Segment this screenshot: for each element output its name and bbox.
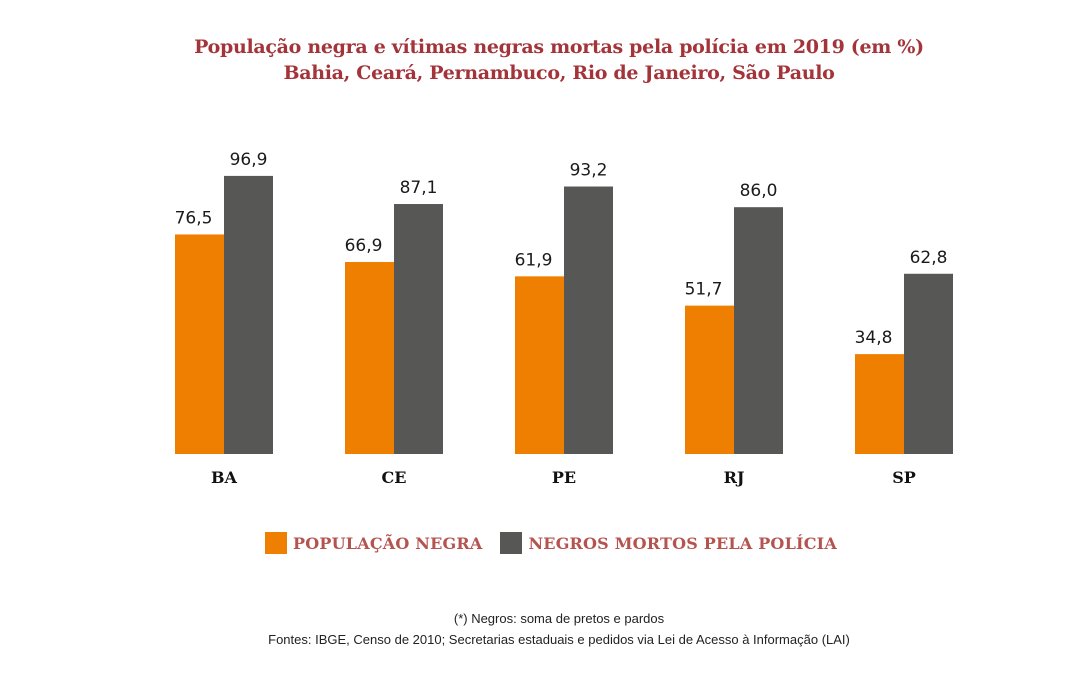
- data-label: 66,9: [345, 236, 383, 256]
- legend-label: NEGROS MORTOS PELA POLÍCIA: [528, 533, 837, 553]
- chart-title: População negra e vítimas negras mortas …: [194, 36, 924, 58]
- x-tick-label: PE: [552, 468, 576, 487]
- data-label: 51,7: [685, 280, 723, 300]
- data-label: 86,0: [740, 181, 778, 201]
- x-tick-label: SP: [892, 468, 916, 487]
- bar-pe-series-1: [564, 186, 613, 455]
- x-tick-label: BA: [211, 468, 238, 487]
- footnote-sources: Fontes: IBGE, Censo de 2010; Secretarias…: [268, 632, 850, 647]
- bar-rj-series-0: [685, 305, 734, 454]
- x-tick-label: CE: [382, 468, 407, 487]
- bar-ba-series-1: [224, 175, 273, 454]
- data-label: 62,8: [910, 248, 948, 268]
- legend-label: POPULAÇÃO NEGRA: [293, 533, 483, 553]
- bar-ce-series-1: [394, 204, 443, 454]
- footnote-definition: (*) Negros: soma de pretos e pardos: [453, 611, 665, 626]
- bar-rj-series-1: [734, 207, 783, 454]
- data-label: 96,9: [230, 150, 268, 170]
- data-label: 34,8: [855, 328, 893, 348]
- bar-ce-series-0: [345, 261, 394, 454]
- bar-sp-series-0: [855, 354, 904, 454]
- data-label: 93,2: [570, 161, 608, 181]
- legend-swatch-orange: [265, 532, 287, 554]
- bar-chart: 76,5 96,9 BA 66,9 87,1 CE 61,9 93,2 PE 51,7 86,0 RJ…: [175, 150, 953, 487]
- data-label: 87,1: [400, 178, 438, 198]
- legend-item-populacao-negra: POPULAÇÃO NEGRA: [265, 532, 482, 554]
- data-label: 61,9: [515, 250, 553, 270]
- legend: POPULAÇÃO NEGRA NEGROS MORTOS PELA POLÍC…: [265, 532, 855, 554]
- legend-swatch-gray: [500, 532, 523, 554]
- bar-sp-series-1: [904, 273, 953, 454]
- bar-pe-series-0: [515, 276, 564, 454]
- data-label: 76,5: [175, 208, 213, 228]
- x-tick-label: RJ: [724, 468, 745, 487]
- chart-subtitle: Bahia, Ceará, Pernambuco, Rio de Janeiro…: [283, 62, 835, 84]
- legend-item-negros-mortos: NEGROS MORTOS PELA POLÍCIA: [500, 532, 837, 554]
- bar-ba-series-0: [175, 234, 224, 454]
